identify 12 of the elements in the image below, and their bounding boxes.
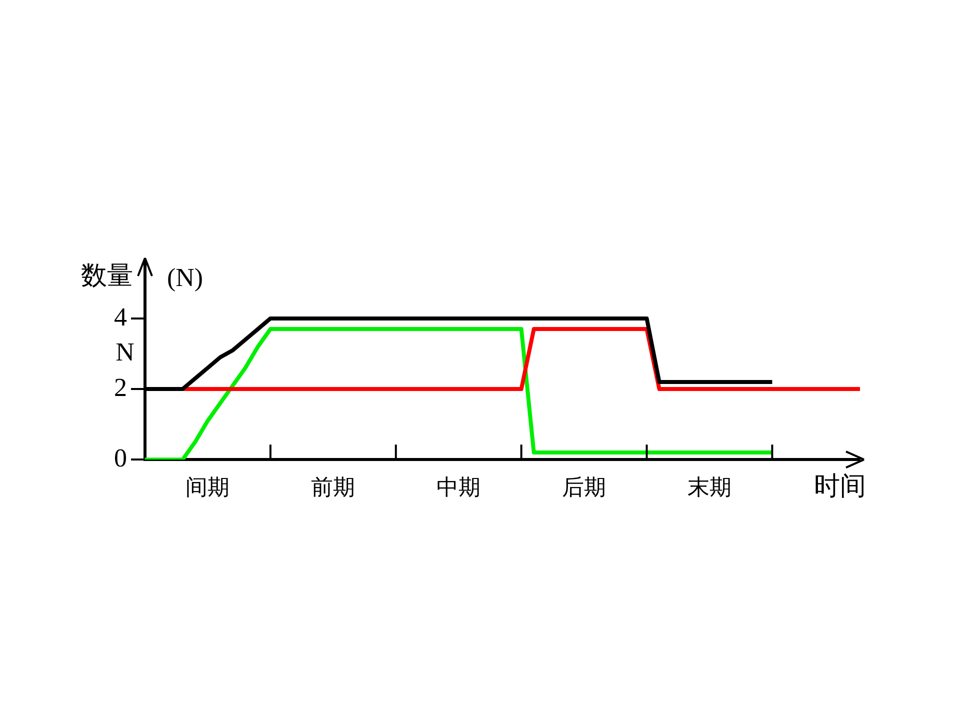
annotation: (N) <box>166 262 204 292</box>
x-tick-label: 间期 <box>186 474 230 500</box>
x-tick-label: 前期 <box>311 474 356 500</box>
x-tick-label: 末期 <box>687 474 732 500</box>
x-axis-title: 时间 <box>814 471 866 500</box>
x-tick-label: 中期 <box>436 474 481 500</box>
y-tick-label: 0 <box>114 443 127 472</box>
y-tick-label: 2 <box>114 372 127 402</box>
text: N <box>116 338 135 367</box>
x-tick-label: 后期 <box>562 474 606 500</box>
y-axis-title: 数量 <box>81 260 133 290</box>
y-tick-label: 4 <box>114 302 127 332</box>
